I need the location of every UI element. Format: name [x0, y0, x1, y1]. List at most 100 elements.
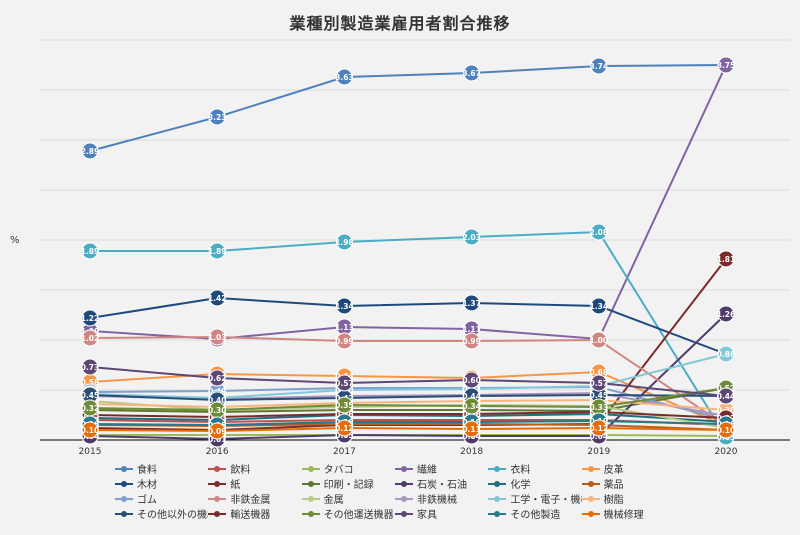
data-label: 2.89 — [81, 147, 100, 156]
legend-item: 食料 — [115, 462, 208, 475]
data-label: 0.57 — [335, 379, 354, 388]
data-label: 3.23 — [208, 113, 227, 122]
data-point — [590, 419, 608, 437]
data-label: 0.09 — [208, 427, 227, 436]
series-line — [89, 393, 727, 402]
legend-label: 家具 — [417, 510, 437, 520]
series-line — [89, 426, 727, 433]
legend-swatch — [208, 480, 227, 487]
series-line — [89, 296, 727, 355]
legend-label: 印刷・記録 — [323, 480, 374, 490]
data-label: 1.26 — [717, 310, 736, 319]
series-line — [89, 366, 727, 397]
data-label: 1.81 — [717, 255, 736, 264]
data-point — [208, 328, 226, 346]
data-label: 0.44 — [717, 392, 736, 401]
legend-swatch — [301, 495, 320, 502]
legend-item: 薬品 — [581, 477, 675, 490]
legend-label: 薬品 — [603, 480, 624, 490]
legend-label: 飲料 — [230, 465, 251, 475]
data-point — [81, 309, 99, 327]
legend-item: 印刷・記録 — [301, 477, 395, 490]
legend-label: 皮革 — [603, 465, 624, 475]
data-label: 1.11 — [462, 325, 481, 334]
legend-swatch — [115, 510, 133, 517]
data-point — [335, 297, 353, 315]
data-label: 1.03 — [208, 333, 227, 342]
data-point — [463, 64, 481, 82]
legend-item: その他以外の機械 — [115, 507, 208, 520]
data-point — [335, 419, 353, 437]
data-label: 1.37 — [462, 299, 481, 308]
data-point — [335, 68, 353, 86]
data-label: 0.44 — [462, 392, 481, 401]
legend-swatch — [581, 495, 600, 502]
data-point — [81, 242, 99, 260]
legend-item: 木材 — [115, 477, 208, 490]
series-line — [89, 64, 727, 152]
data-point — [81, 358, 99, 376]
legend: 食料 飲料 タバコ 繊維 衣料 皮革 木材 紙 印刷・記録 石炭・石油 化学 薬品 ゴム 非鉄金属 金属 非鉄… — [115, 462, 675, 520]
data-label: 2.08 — [590, 228, 609, 237]
x-tick-label: 2017 — [333, 447, 356, 457]
data-label: 0.35 — [335, 401, 354, 410]
series-line — [89, 387, 727, 412]
legend-label: その他運送機器 — [323, 510, 394, 520]
data-point — [208, 369, 226, 387]
data-label: 0.11 — [462, 425, 481, 434]
x-tick-label: 2015 — [79, 447, 102, 457]
data-label: 3.75 — [717, 61, 736, 70]
legend-label: 木材 — [137, 480, 157, 490]
series-line — [89, 387, 727, 414]
data-label: 1.34 — [335, 302, 354, 311]
data-point — [81, 329, 99, 347]
data-label: 1.22 — [81, 314, 100, 323]
series-line — [89, 398, 727, 411]
legend-swatch — [301, 465, 320, 472]
legend-label: 繊維 — [417, 465, 437, 475]
data-point — [590, 297, 608, 315]
legend-swatch — [115, 495, 133, 502]
data-label: 0.58 — [81, 378, 100, 387]
legend-item: 非鉄金属 — [208, 492, 301, 505]
legend-swatch — [581, 480, 600, 487]
data-point — [717, 250, 735, 268]
data-point — [463, 420, 481, 438]
legend-swatch — [395, 480, 413, 487]
legend-item: 機械修理 — [581, 507, 675, 520]
data-point — [590, 57, 608, 75]
data-point — [335, 233, 353, 251]
legend-swatch — [488, 495, 507, 502]
legend-label: 食料 — [137, 465, 157, 475]
legend-label: タバコ — [323, 465, 354, 475]
series-line — [89, 64, 727, 341]
legend-label: 樹脂 — [603, 495, 624, 505]
legend-swatch — [301, 510, 320, 517]
data-point — [335, 332, 353, 350]
x-tick-label: 2016 — [206, 447, 229, 457]
data-point — [335, 396, 353, 414]
legend-label: 非鉄機械 — [417, 495, 457, 505]
legend-label: 衣料 — [510, 465, 531, 475]
legend-label: 化学 — [510, 480, 531, 490]
data-point — [717, 345, 735, 363]
data-label: 1.02 — [81, 334, 100, 343]
legend-item: 飲料 — [208, 462, 301, 475]
legend-swatch — [488, 480, 507, 487]
legend-swatch — [115, 465, 133, 472]
data-point — [590, 223, 608, 241]
x-tick-label: 2020 — [715, 447, 738, 457]
data-label: 1.34 — [590, 302, 609, 311]
data-label: 3.74 — [590, 62, 609, 71]
legend-label: 石炭・石油 — [417, 480, 467, 490]
legend-item: 紙 — [208, 477, 301, 490]
data-point — [81, 142, 99, 160]
x-tick-label: 2018 — [460, 447, 483, 457]
legend-item: 金属 — [301, 492, 395, 505]
legend-swatch — [581, 510, 600, 517]
legend-swatch — [488, 510, 507, 517]
x-tick-label: 2019 — [587, 447, 610, 457]
data-label: 0.68 — [590, 368, 609, 377]
data-point — [717, 421, 735, 439]
